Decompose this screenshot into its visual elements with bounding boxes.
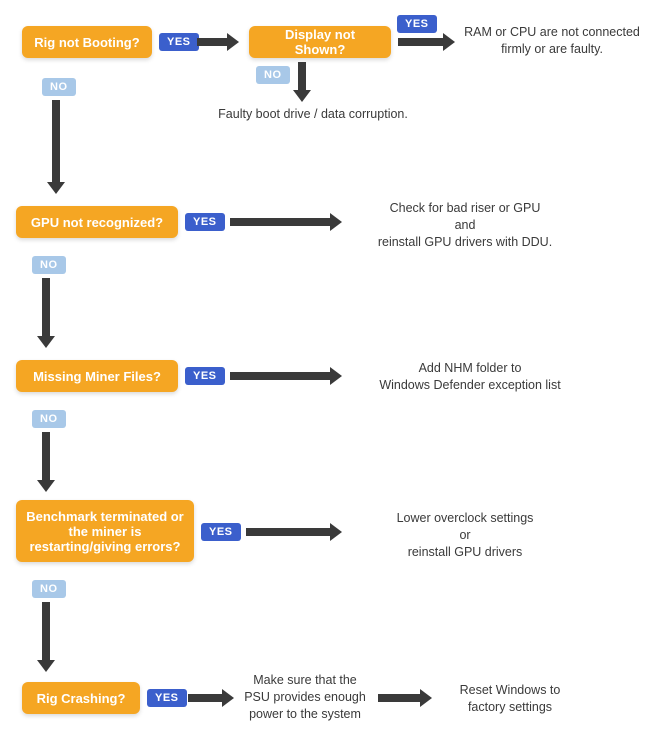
arrowhead-r6a-to-r6b bbox=[420, 689, 432, 707]
q2-label: Display not Shown? bbox=[259, 27, 381, 57]
r4-text: Add NHM folder to Windows Defender excep… bbox=[379, 360, 560, 394]
no-label-1: NO bbox=[50, 81, 68, 93]
result-psu-power: Make sure that the PSU provides enough p… bbox=[240, 672, 370, 723]
result-nhm-folder: Add NHM folder to Windows Defender excep… bbox=[360, 360, 580, 394]
r2-text: Faulty boot drive / data corruption. bbox=[218, 106, 408, 123]
result-reset-windows: Reset Windows to factory settings bbox=[440, 682, 580, 716]
q5-benchmark-terminated: Benchmark terminated or the miner is res… bbox=[16, 500, 194, 562]
arrowhead-q4-to-r4 bbox=[330, 367, 342, 385]
arrowhead-q3-down bbox=[37, 336, 55, 348]
q1-no-tag: NO bbox=[42, 78, 76, 96]
arrowhead-q6-to-r6a bbox=[222, 689, 234, 707]
arrow-q2-down bbox=[298, 62, 306, 90]
result-bad-riser: Check for bad riser or GPU and reinstall… bbox=[360, 200, 570, 251]
q5-no-tag: NO bbox=[32, 580, 66, 598]
arrow-q5-down bbox=[42, 602, 50, 660]
yes-label-2: YES bbox=[405, 18, 429, 30]
q3-no-tag: NO bbox=[32, 256, 66, 274]
yes-label-6: YES bbox=[155, 692, 179, 704]
arrow-q2-to-r1 bbox=[398, 38, 443, 46]
q2-display-not-shown: Display not Shown? bbox=[249, 26, 391, 58]
arrow-q4-down bbox=[42, 432, 50, 480]
arrow-q1-to-q2 bbox=[197, 38, 227, 46]
yes-label-5: YES bbox=[209, 526, 233, 538]
arrow-q1-down bbox=[52, 100, 60, 182]
q6-rig-crashing: Rig Crashing? bbox=[22, 682, 140, 714]
no-label: NO bbox=[264, 69, 282, 81]
q3-gpu-not-recognized: GPU not recognized? bbox=[16, 206, 178, 238]
q6-label: Rig Crashing? bbox=[37, 691, 126, 706]
q2-yes-tag: YES bbox=[397, 15, 437, 33]
arrowhead-q2-down bbox=[293, 90, 311, 102]
result-faulty-boot: Faulty boot drive / data corruption. bbox=[208, 106, 418, 123]
q5-label: Benchmark terminated or the miner is res… bbox=[26, 509, 184, 554]
yes-label: YES bbox=[167, 36, 191, 48]
r1-text: RAM or CPU are not connected firmly or a… bbox=[464, 24, 640, 58]
r6b-text: Reset Windows to factory settings bbox=[440, 682, 580, 716]
r6a-text: Make sure that the PSU provides enough p… bbox=[240, 672, 370, 723]
r5-text: Lower overclock settings or reinstall GP… bbox=[397, 510, 534, 561]
q3-label: GPU not recognized? bbox=[31, 215, 163, 230]
arrow-q3-down bbox=[42, 278, 50, 336]
no-label-4: NO bbox=[40, 413, 58, 425]
yes-label-3: YES bbox=[193, 216, 217, 228]
arrowhead-q4-down bbox=[37, 480, 55, 492]
q3-yes-tag: YES bbox=[185, 213, 225, 231]
q4-yes-tag: YES bbox=[185, 367, 225, 385]
q4-missing-miner-files: Missing Miner Files? bbox=[16, 360, 178, 392]
arrow-q3-to-r3 bbox=[230, 218, 330, 226]
arrow-q6-to-r6a bbox=[188, 694, 222, 702]
q2-no-tag: NO bbox=[256, 66, 290, 84]
arrowhead-q3-to-r3 bbox=[330, 213, 342, 231]
arrow-q4-to-r4 bbox=[230, 372, 330, 380]
q1-rig-not-booting: Rig not Booting? bbox=[22, 26, 152, 58]
result-overclock: Lower overclock settings or reinstall GP… bbox=[360, 510, 570, 561]
arrowhead-q1-to-q2 bbox=[227, 33, 239, 51]
q5-yes-tag: YES bbox=[201, 523, 241, 541]
arrowhead-q5-to-r5 bbox=[330, 523, 342, 541]
q1-label: Rig not Booting? bbox=[34, 35, 139, 50]
q4-no-tag: NO bbox=[32, 410, 66, 428]
q4-label: Missing Miner Files? bbox=[33, 369, 161, 384]
q6-yes-tag: YES bbox=[147, 689, 187, 707]
arrow-q5-to-r5 bbox=[246, 528, 330, 536]
yes-label-4: YES bbox=[193, 370, 217, 382]
no-label-3: NO bbox=[40, 259, 58, 271]
r3-text: Check for bad riser or GPU and reinstall… bbox=[378, 200, 552, 251]
q1-yes-tag: YES bbox=[159, 33, 199, 51]
no-label-5: NO bbox=[40, 583, 58, 595]
arrowhead-q2-to-r1 bbox=[443, 33, 455, 51]
arrowhead-q1-down bbox=[47, 182, 65, 194]
arrow-r6a-to-r6b bbox=[378, 694, 420, 702]
arrowhead-q5-down bbox=[37, 660, 55, 672]
result-ram-cpu: RAM or CPU are not connected firmly or a… bbox=[464, 24, 640, 58]
